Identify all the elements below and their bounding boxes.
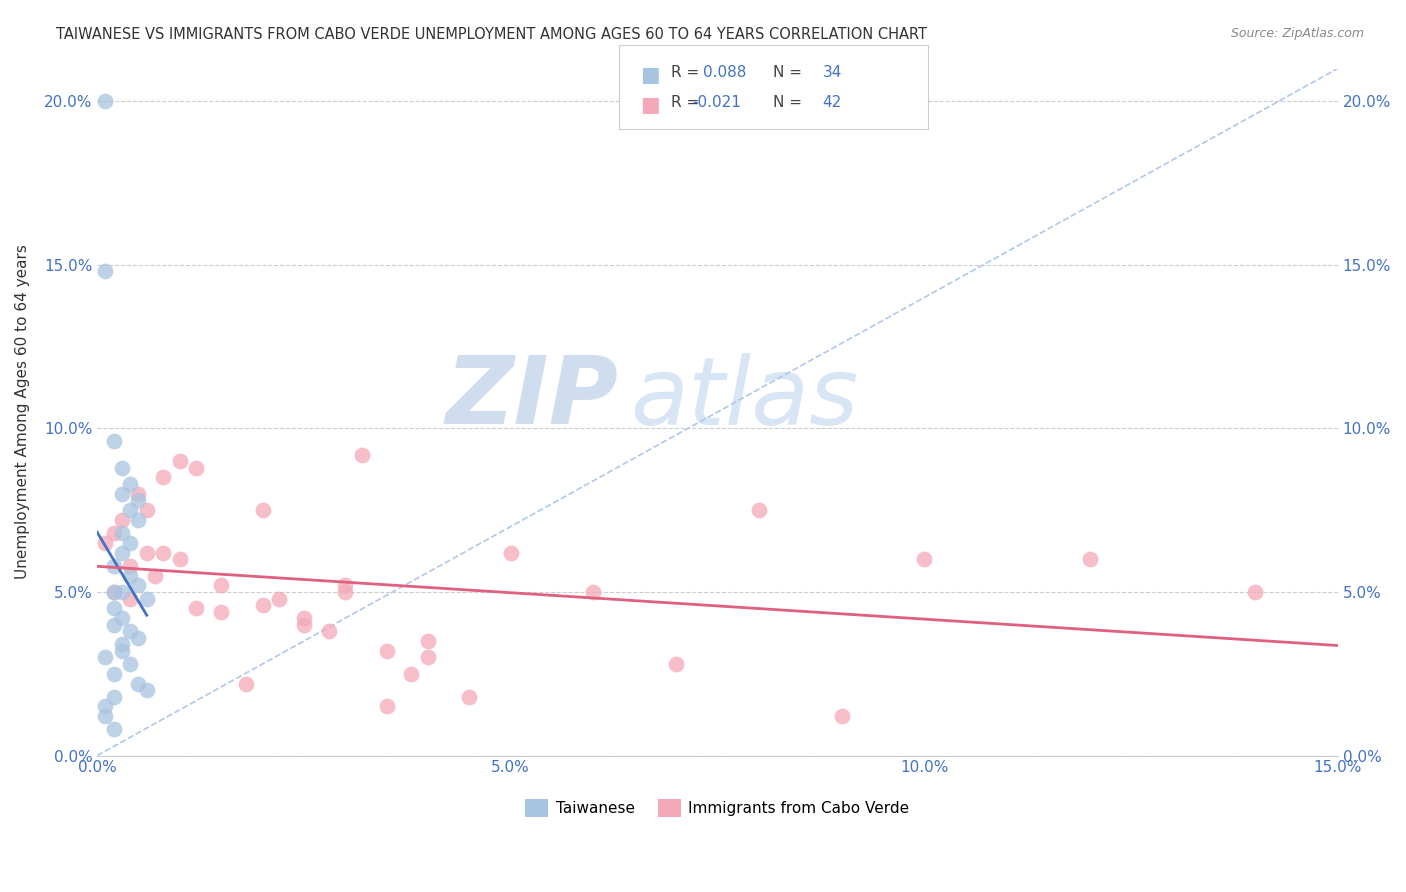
Point	[127, 676, 149, 690]
Point	[111, 487, 134, 501]
Point	[169, 552, 191, 566]
Point	[111, 460, 134, 475]
Point	[111, 513, 134, 527]
Point	[127, 631, 149, 645]
Text: N =: N =	[773, 65, 807, 80]
Point	[111, 526, 134, 541]
Point	[235, 676, 257, 690]
Text: N =: N =	[773, 95, 807, 111]
Point	[1244, 585, 1267, 599]
Text: Source: ZipAtlas.com: Source: ZipAtlas.com	[1230, 27, 1364, 40]
Point	[748, 503, 770, 517]
Point	[401, 666, 423, 681]
Text: R =: R =	[671, 95, 704, 111]
Point	[582, 585, 605, 599]
Point	[375, 644, 398, 658]
Point	[350, 448, 373, 462]
Point	[111, 637, 134, 651]
Point	[94, 536, 117, 550]
Point	[103, 617, 125, 632]
Point	[103, 690, 125, 704]
Point	[169, 454, 191, 468]
Point	[135, 683, 157, 698]
Text: TAIWANESE VS IMMIGRANTS FROM CABO VERDE UNEMPLOYMENT AMONG AGES 60 TO 64 YEARS C: TAIWANESE VS IMMIGRANTS FROM CABO VERDE …	[56, 27, 927, 42]
Point	[375, 699, 398, 714]
Point	[267, 591, 290, 606]
Point	[94, 650, 117, 665]
Point	[416, 650, 439, 665]
Point	[831, 709, 853, 723]
Point	[103, 434, 125, 449]
Text: -0.021: -0.021	[692, 95, 741, 111]
Text: R =: R =	[671, 65, 704, 80]
Point	[94, 699, 117, 714]
Point	[209, 605, 232, 619]
Text: atlas: atlas	[631, 353, 859, 444]
Point	[111, 585, 134, 599]
Point	[103, 585, 125, 599]
Point	[152, 546, 174, 560]
Legend: Taiwanese, Immigrants from Cabo Verde: Taiwanese, Immigrants from Cabo Verde	[519, 793, 915, 823]
Point	[103, 558, 125, 573]
Point	[120, 591, 142, 606]
Point	[120, 624, 142, 639]
Point	[292, 617, 315, 632]
Point	[120, 477, 142, 491]
Point	[103, 526, 125, 541]
Point	[135, 503, 157, 517]
Point	[143, 568, 166, 582]
Point	[120, 558, 142, 573]
Point	[912, 552, 935, 566]
Text: ZIP: ZIP	[446, 352, 619, 444]
Point	[120, 503, 142, 517]
Point	[186, 601, 208, 615]
Point	[318, 624, 340, 639]
Point	[127, 578, 149, 592]
Point	[1078, 552, 1101, 566]
Point	[152, 470, 174, 484]
Point	[458, 690, 481, 704]
Text: 42: 42	[823, 95, 842, 111]
Point	[127, 487, 149, 501]
Point	[111, 611, 134, 625]
Point	[94, 709, 117, 723]
Point	[103, 723, 125, 737]
Text: ■: ■	[640, 95, 659, 115]
Point	[252, 598, 274, 612]
Point	[209, 578, 232, 592]
Point	[103, 585, 125, 599]
Point	[127, 513, 149, 527]
Point	[335, 578, 357, 592]
Text: 0.088: 0.088	[703, 65, 747, 80]
Y-axis label: Unemployment Among Ages 60 to 64 years: Unemployment Among Ages 60 to 64 years	[15, 244, 30, 580]
Point	[120, 568, 142, 582]
Point	[94, 264, 117, 278]
Point	[103, 666, 125, 681]
Text: 34: 34	[823, 65, 842, 80]
Point	[120, 536, 142, 550]
Point	[127, 493, 149, 508]
Point	[252, 503, 274, 517]
Point	[665, 657, 688, 671]
Point	[103, 601, 125, 615]
Point	[416, 634, 439, 648]
Point	[499, 546, 522, 560]
Point	[111, 644, 134, 658]
Point	[186, 460, 208, 475]
Point	[135, 546, 157, 560]
Text: ■: ■	[640, 65, 659, 85]
Point	[120, 657, 142, 671]
Point	[335, 585, 357, 599]
Point	[94, 94, 117, 108]
Point	[111, 546, 134, 560]
Point	[292, 611, 315, 625]
Point	[135, 591, 157, 606]
